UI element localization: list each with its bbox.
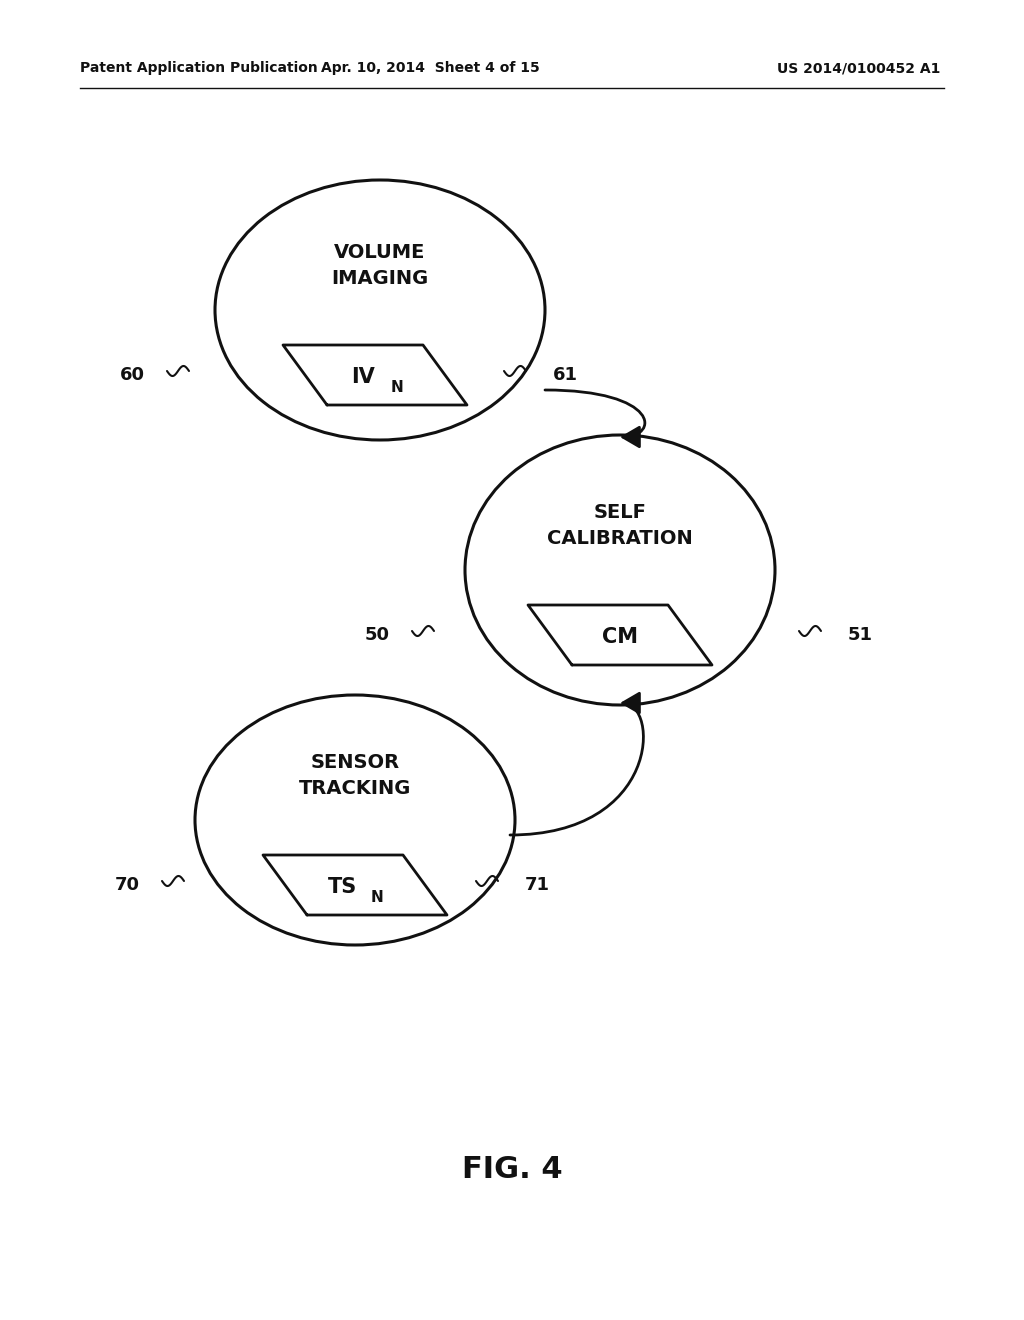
Text: VOLUME: VOLUME bbox=[334, 243, 426, 261]
Text: N: N bbox=[390, 380, 403, 395]
Text: CALIBRATION: CALIBRATION bbox=[547, 528, 693, 548]
Text: CM: CM bbox=[602, 627, 638, 647]
Text: TRACKING: TRACKING bbox=[299, 779, 412, 797]
Text: 70: 70 bbox=[115, 876, 140, 894]
Text: US 2014/0100452 A1: US 2014/0100452 A1 bbox=[776, 61, 940, 75]
Text: 60: 60 bbox=[120, 366, 145, 384]
Text: 51: 51 bbox=[848, 626, 873, 644]
Text: SENSOR: SENSOR bbox=[310, 752, 399, 771]
Text: IV: IV bbox=[351, 367, 375, 387]
Text: SELF: SELF bbox=[594, 503, 646, 521]
Text: FIG. 4: FIG. 4 bbox=[462, 1155, 562, 1184]
FancyArrowPatch shape bbox=[510, 693, 643, 836]
FancyArrowPatch shape bbox=[545, 389, 645, 446]
Text: Patent Application Publication: Patent Application Publication bbox=[80, 61, 317, 75]
Text: Apr. 10, 2014  Sheet 4 of 15: Apr. 10, 2014 Sheet 4 of 15 bbox=[321, 61, 540, 75]
Text: TS: TS bbox=[329, 876, 357, 898]
Text: 61: 61 bbox=[553, 366, 578, 384]
Text: N: N bbox=[371, 890, 383, 904]
Text: IMAGING: IMAGING bbox=[332, 268, 429, 288]
Text: 71: 71 bbox=[525, 876, 550, 894]
Text: 50: 50 bbox=[365, 626, 390, 644]
